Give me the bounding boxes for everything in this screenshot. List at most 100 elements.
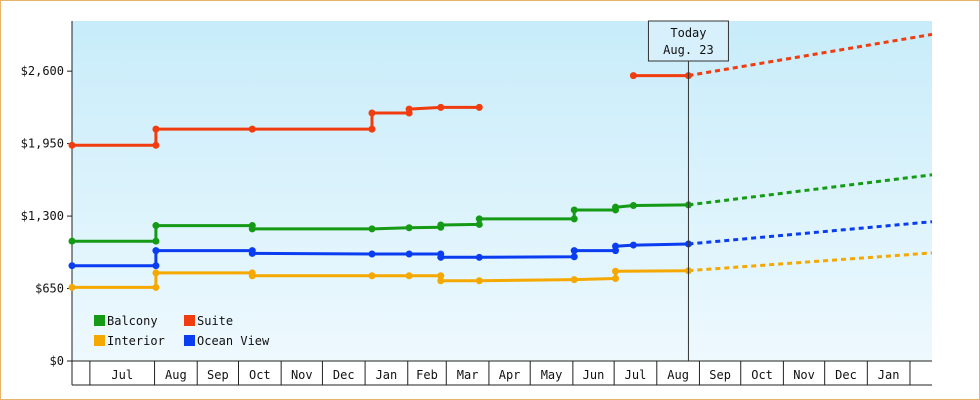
data-point [570, 253, 578, 261]
x-tick-label: Jul [625, 368, 647, 382]
x-tick-label: Aug [667, 368, 689, 382]
x-tick-label: Jan [878, 368, 900, 382]
data-point [475, 215, 483, 223]
series-ocean-view [68, 220, 933, 270]
data-point [152, 237, 160, 245]
data-point [437, 272, 445, 280]
data-point [475, 277, 483, 285]
x-tick-label: Sep [207, 368, 229, 382]
data-point [152, 141, 160, 149]
data-point [629, 241, 637, 249]
data-point [405, 272, 413, 280]
data-point [629, 201, 637, 209]
data-point [570, 247, 578, 255]
data-point [368, 250, 376, 258]
data-point [437, 277, 445, 285]
data-point [68, 262, 76, 270]
data-point [475, 253, 483, 261]
data-point [368, 272, 376, 280]
y-tick-label: $2,600 [21, 64, 64, 78]
data-point [152, 222, 160, 230]
data-point [437, 253, 445, 261]
data-point [248, 125, 256, 133]
data-point [68, 141, 76, 149]
forecast-line [688, 251, 933, 273]
legend: Balcony Suite Interior Ocean View [94, 314, 270, 348]
data-point [68, 237, 76, 245]
legend-swatch [94, 335, 105, 346]
data-point [68, 283, 76, 291]
y-tick-label: $0 [50, 354, 64, 368]
x-tick-label: Dec [333, 368, 355, 382]
data-point [475, 220, 483, 228]
x-tick-label: Feb [416, 368, 438, 382]
data-point [570, 206, 578, 214]
data-point [405, 250, 413, 258]
data-point [629, 72, 637, 80]
y-tick-label: $1,950 [21, 137, 64, 151]
x-tick-label: Oct [249, 368, 271, 382]
legend-item: Ocean View [184, 334, 270, 348]
legend-swatch [184, 335, 195, 346]
today-label-box [647, 20, 729, 62]
x-tick-label: Jul [111, 368, 133, 382]
data-point [152, 125, 160, 133]
series-balcony [68, 173, 933, 245]
y-tick-label: $1,300 [21, 209, 64, 223]
x-tick-label: Apr [499, 368, 521, 382]
legend-swatch [94, 315, 105, 326]
series-suite [68, 32, 933, 149]
data-point [612, 267, 620, 275]
forecast-line [688, 220, 933, 246]
y-tick-label: $650 [35, 282, 64, 296]
x-tick-label: Nov [291, 368, 313, 382]
today-date: Aug. 23 [663, 43, 714, 57]
today-marker: Today Aug. 23 [647, 20, 729, 361]
data-point [152, 262, 160, 270]
data-point [612, 242, 620, 250]
data-point [612, 275, 620, 283]
x-axis: Jul Aug Sep Oct Nov Dec Jan Feb Mar Apr May Jun Jul A… [72, 360, 932, 386]
y-axis: $0 $650 $1,300 $1,950 $2,600 [21, 21, 73, 385]
series-line [72, 269, 689, 289]
data-point [405, 105, 413, 113]
x-tick-label: Oct [751, 368, 773, 382]
x-tick-label: Jan [376, 368, 398, 382]
legend-item: Suite [184, 314, 233, 328]
data-point [612, 203, 620, 211]
legend-item: Interior [94, 334, 165, 348]
series-interior [68, 251, 933, 291]
x-tick-label: Sep [709, 368, 731, 382]
data-point [152, 283, 160, 291]
data-point [437, 221, 445, 229]
data-point [405, 224, 413, 232]
legend-label: Interior [107, 334, 165, 348]
data-point [475, 103, 483, 111]
data-point [368, 225, 376, 233]
x-tick-label: Dec [835, 368, 857, 382]
x-tick-label: May [541, 368, 563, 382]
legend-swatch [184, 315, 195, 326]
data-point [248, 225, 256, 233]
legend-label: Ocean View [197, 334, 270, 348]
x-tick-label: Aug [165, 368, 187, 382]
data-point [570, 215, 578, 223]
series-line [72, 105, 480, 147]
data-point [152, 269, 160, 277]
forecast-line [688, 173, 933, 207]
legend-label: Balcony [107, 314, 158, 328]
data-point [248, 272, 256, 280]
data-point [152, 247, 160, 255]
x-tick-label: Nov [793, 368, 815, 382]
series-layer [68, 32, 933, 291]
data-point [248, 249, 256, 257]
data-point [437, 103, 445, 111]
x-tick-label: Mar [457, 368, 479, 382]
legend-item: Balcony [94, 314, 158, 328]
data-point [368, 109, 376, 117]
data-point [368, 125, 376, 133]
plot-area [72, 21, 932, 361]
data-point [570, 276, 578, 284]
